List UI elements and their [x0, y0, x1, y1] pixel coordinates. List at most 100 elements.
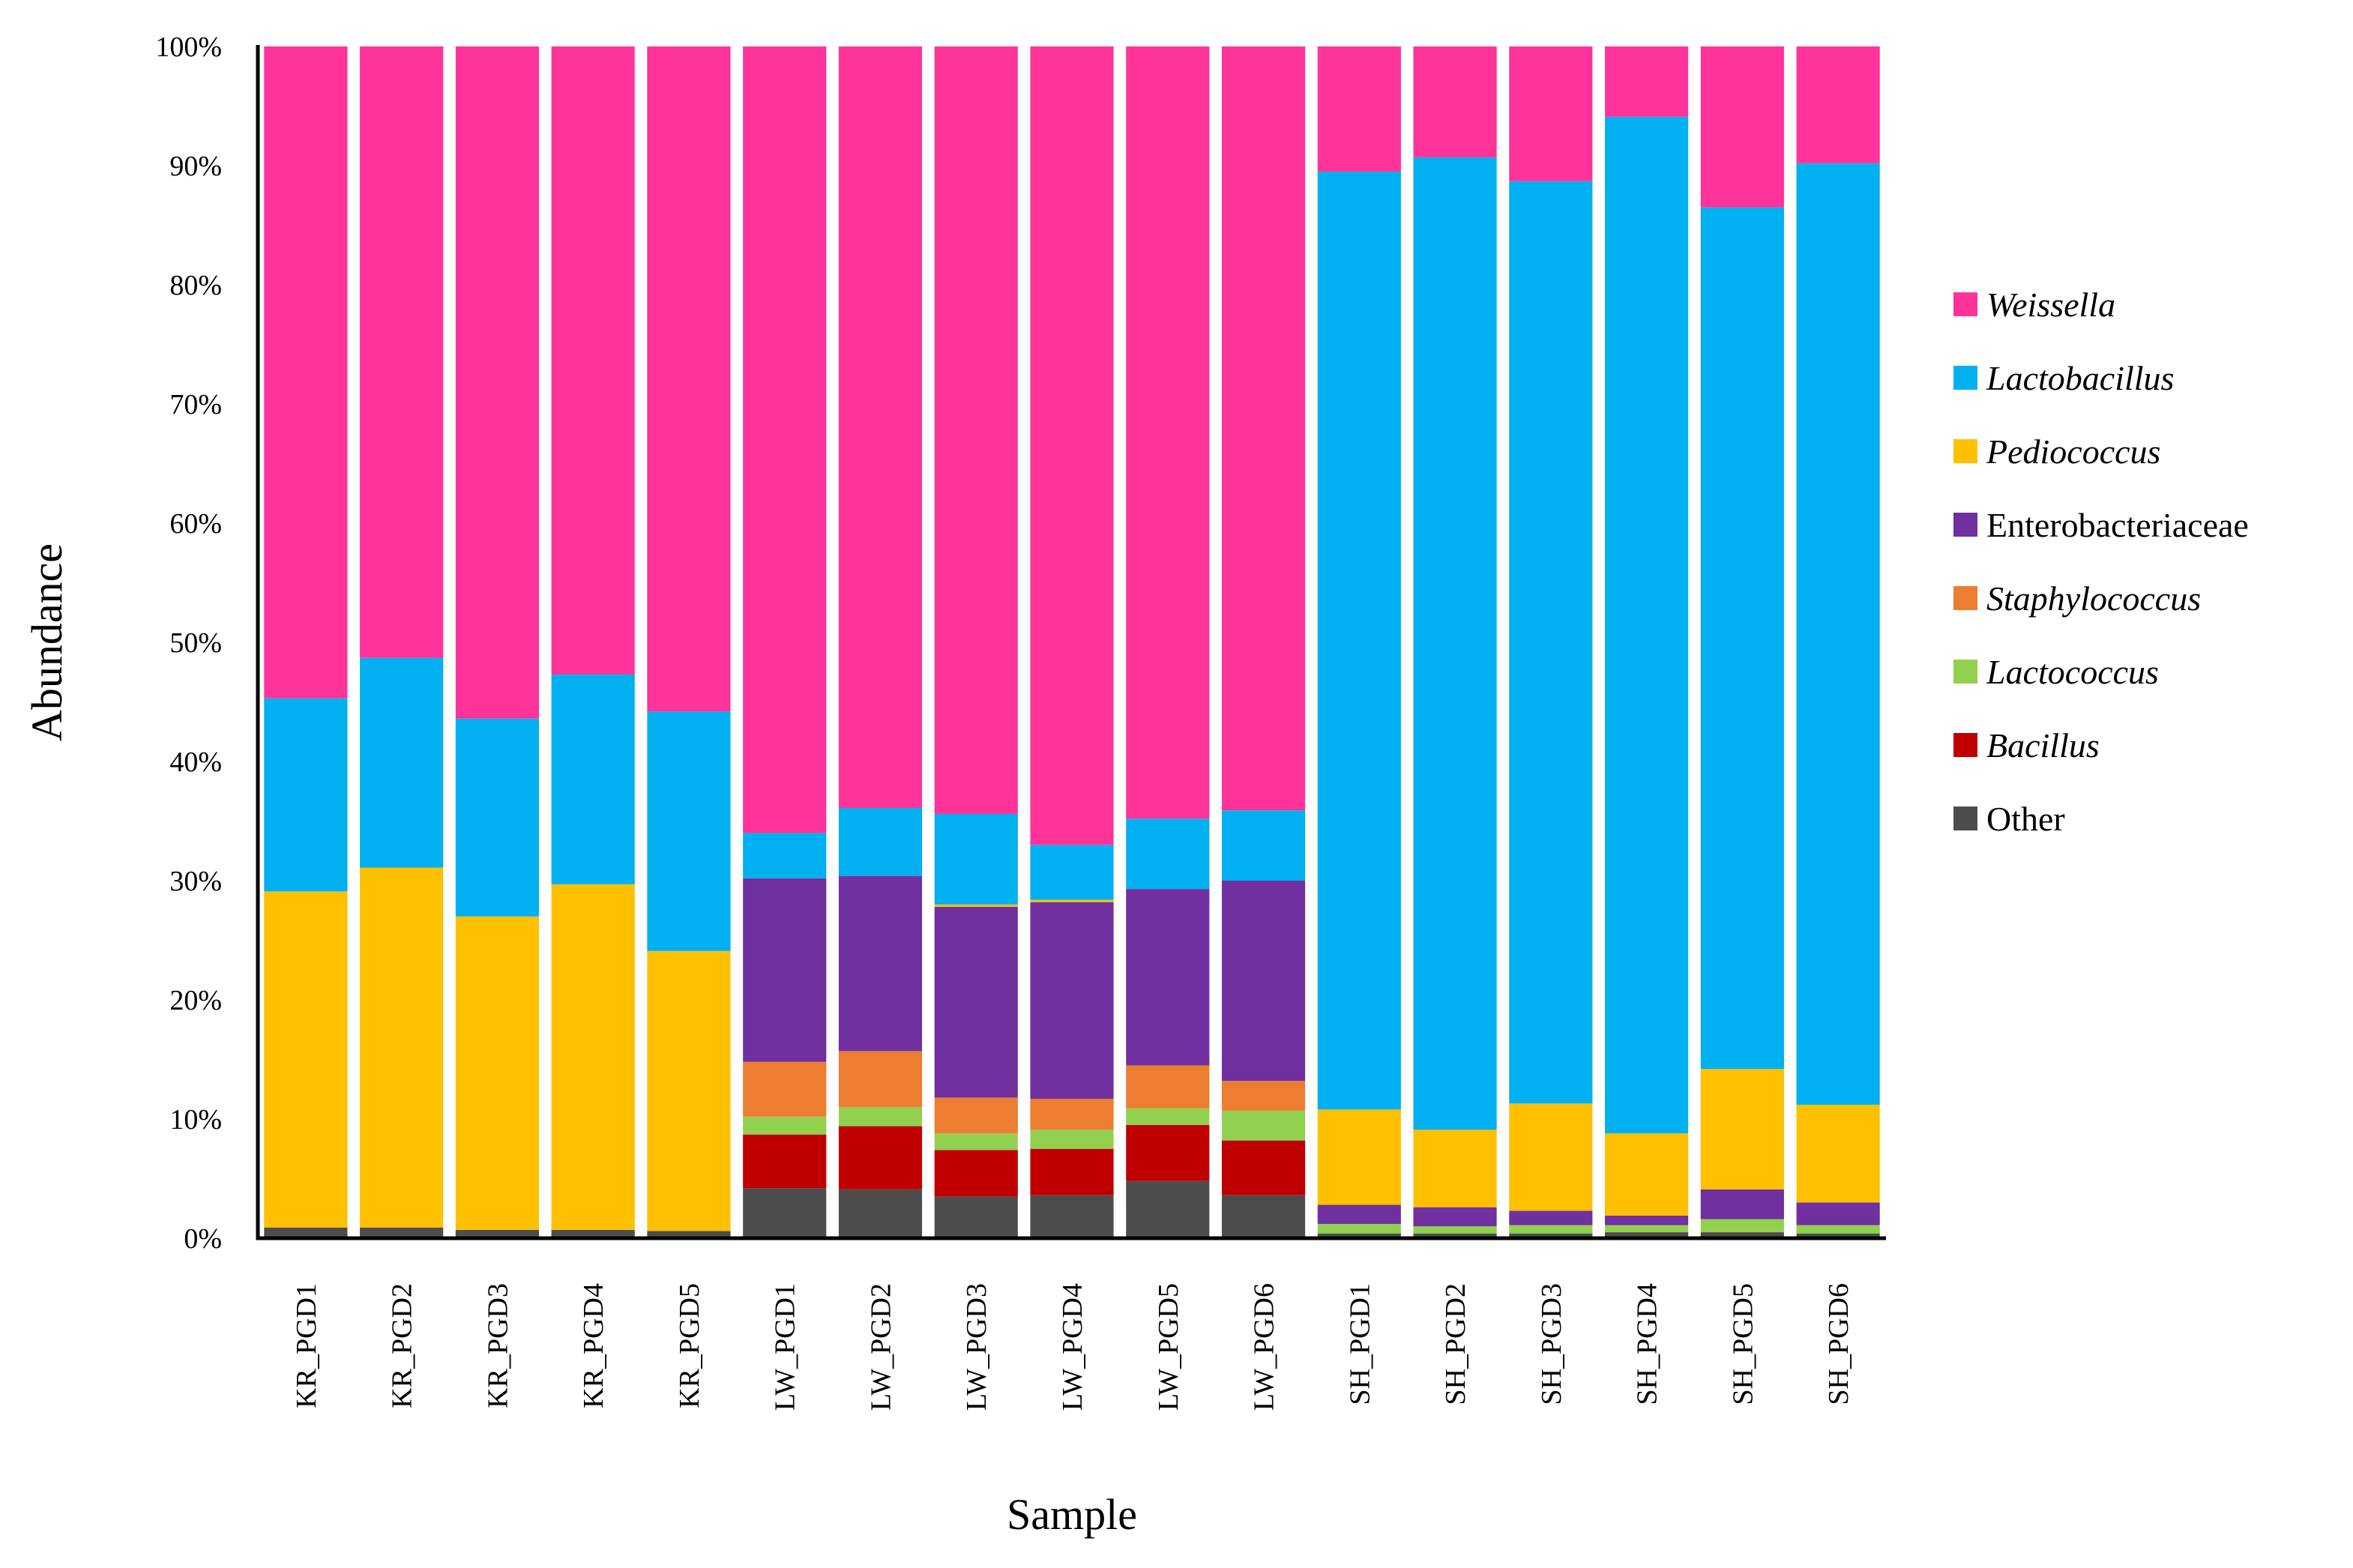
legend-label: Enterobacteriaceae: [1986, 506, 2249, 544]
bar-segment-enterobacteriaceae-sh_pgd4: [1605, 1215, 1689, 1225]
bar-segment-pediococcus-sh_pgd5: [1700, 1069, 1784, 1189]
bar-segment-pediococcus-lw_pgd3: [934, 904, 1018, 907]
x-tick-label: SH_PGD6: [1823, 1283, 1855, 1405]
bar-segment-weissella-lw_pgd1: [743, 46, 827, 833]
legend-label: Other: [1986, 800, 2065, 838]
bar-segment-weissella-lw_pgd4: [1030, 46, 1114, 845]
bar-segment-other-lw_pgd4: [1030, 1195, 1114, 1238]
bar-segment-pediococcus-kr_pgd2: [360, 867, 444, 1228]
bar-segment-weissella-kr_pgd3: [455, 46, 539, 719]
bar-segment-other-lw_pgd3: [934, 1196, 1018, 1238]
bar-segment-other-sh_pgd1: [1317, 1233, 1401, 1238]
bar-segment-weissella-sh_pgd3: [1509, 46, 1593, 181]
bar-segment-lactobacillus-lw_pgd1: [743, 833, 827, 878]
bar-segment-lactobacillus-sh_pgd1: [1317, 171, 1401, 1110]
bar-segment-lactobacillus-lw_pgd3: [934, 813, 1018, 905]
bar-segment-weissella-kr_pgd5: [647, 46, 731, 712]
bar-segment-staphylococcus-lw_pgd4: [1030, 1098, 1114, 1130]
y-axis-title: Abundance: [22, 543, 71, 741]
x-tick-label: KR_PGD1: [291, 1283, 322, 1408]
bar-stack-LW_PGD1: [743, 46, 827, 1238]
x-tick-label: KR_PGD3: [482, 1283, 513, 1408]
bar-segment-pediococcus-sh_pgd2: [1413, 1130, 1497, 1207]
bar-segment-weissella-sh_pgd4: [1605, 46, 1689, 117]
bar-segment-pediococcus-sh_pgd4: [1605, 1133, 1689, 1216]
bar-segment-bacillus-lw_pgd2: [838, 1126, 923, 1189]
bar-stack-SH_PGD6: [1796, 46, 1880, 1238]
bar-segment-lactobacillus-sh_pgd6: [1796, 163, 1880, 1105]
legend-item-lactococcus: Lactococcus: [1953, 653, 2159, 691]
x-tick-label: SH_PGD2: [1440, 1283, 1471, 1405]
bar-stack-KR_PGD3: [455, 46, 539, 1238]
bar-segment-lactobacillus-sh_pgd5: [1700, 207, 1784, 1070]
legend-item-weissella: Weissella: [1953, 286, 2115, 324]
legend-swatch: [1953, 513, 1977, 537]
bar-segment-other-sh_pgd2: [1413, 1233, 1497, 1238]
bar-segment-enterobacteriaceae-lw_pgd1: [743, 878, 827, 1062]
y-tick-label: 70%: [169, 389, 222, 420]
y-tick-labels: 0% 10% 20% 30% 40% 50% 60% 70% 80% 90% 100%: [155, 31, 222, 1255]
bar-segment-enterobacteriaceae-lw_pgd3: [934, 906, 1018, 1098]
bar-segment-bacillus-lw_pgd5: [1126, 1124, 1210, 1181]
bar-segment-other-kr_pgd5: [647, 1231, 731, 1238]
legend-label: Bacillus: [1986, 726, 2100, 765]
bar-segment-weissella-sh_pgd6: [1796, 46, 1880, 163]
bar-stack-LW_PGD4: [1030, 46, 1114, 1238]
bar-segment-weissella-lw_pgd6: [1221, 46, 1306, 811]
x-tick-label: LW_PGD4: [1057, 1283, 1088, 1411]
bar-segment-other-kr_pgd2: [360, 1227, 444, 1238]
bar-stack-SH_PGD2: [1413, 46, 1497, 1238]
bar-segment-lactobacillus-lw_pgd4: [1030, 845, 1114, 900]
bar-segment-lactobacillus-kr_pgd2: [360, 657, 444, 868]
bar-segment-enterobacteriaceae-lw_pgd5: [1126, 889, 1210, 1066]
x-tick-label: SH_PGD4: [1632, 1283, 1663, 1405]
bar-segment-lactobacillus-sh_pgd4: [1605, 116, 1689, 1134]
legend-swatch: [1953, 366, 1977, 390]
bar-segment-weissella-lw_pgd3: [934, 46, 1018, 814]
bar-stack-SH_PGD3: [1509, 46, 1593, 1238]
bar-segment-lactobacillus-sh_pgd2: [1413, 157, 1497, 1130]
bar-segment-weissella-kr_pgd1: [264, 46, 348, 699]
bar-segment-lactococcus-sh_pgd4: [1605, 1225, 1689, 1233]
bar-stack-LW_PGD6: [1221, 46, 1306, 1238]
bar-segment-other-kr_pgd4: [551, 1229, 635, 1238]
bar-segment-lactococcus-sh_pgd5: [1700, 1219, 1784, 1233]
bar-segment-lactobacillus-kr_pgd3: [455, 718, 539, 917]
legend-label: Weissella: [1986, 286, 2115, 324]
x-tick-label: SH_PGD1: [1344, 1283, 1376, 1405]
bar-segment-lactobacillus-sh_pgd3: [1509, 181, 1593, 1104]
bar-segment-pediococcus-kr_pgd1: [264, 891, 348, 1228]
axes-layer: [256, 45, 1886, 1240]
x-tick-label: KR_PGD2: [387, 1283, 418, 1408]
bar-stack-SH_PGD4: [1605, 46, 1689, 1238]
y-tick-label: 10%: [169, 1104, 222, 1136]
bar-segment-bacillus-lw_pgd6: [1221, 1140, 1306, 1195]
bar-segment-pediococcus-sh_pgd6: [1796, 1104, 1880, 1203]
y-tick-label: 90%: [169, 151, 222, 182]
bar-segment-other-sh_pgd5: [1700, 1232, 1784, 1238]
bar-segment-enterobacteriaceae-lw_pgd6: [1221, 881, 1306, 1082]
legend-swatch: [1953, 806, 1977, 830]
bar-segment-other-lw_pgd2: [838, 1189, 923, 1238]
bar-stack-KR_PGD5: [647, 46, 731, 1238]
legend-swatch: [1953, 439, 1977, 463]
bar-segment-other-kr_pgd3: [455, 1229, 539, 1238]
bar-stack-SH_PGD1: [1317, 46, 1401, 1238]
bar-segment-staphylococcus-lw_pgd3: [934, 1097, 1018, 1134]
bar-stack-KR_PGD4: [551, 46, 635, 1238]
bar-stack-SH_PGD5: [1700, 46, 1784, 1238]
bar-stack-LW_PGD5: [1126, 46, 1210, 1238]
bar-segment-lactobacillus-kr_pgd4: [551, 674, 635, 884]
legend-swatch: [1953, 733, 1977, 757]
bar-segment-staphylococcus-lw_pgd2: [838, 1051, 923, 1108]
legend-swatch: [1953, 660, 1977, 684]
bar-segment-weissella-sh_pgd1: [1317, 46, 1401, 172]
bar-segment-other-sh_pgd6: [1796, 1233, 1880, 1238]
bar-stack-LW_PGD3: [934, 46, 1018, 1238]
legend-label: Lactobacillus: [1986, 359, 2174, 397]
bar-segment-other-sh_pgd3: [1509, 1233, 1593, 1238]
bar-segment-weissella-sh_pgd5: [1700, 46, 1784, 208]
bar-segment-enterobacteriaceae-sh_pgd3: [1509, 1210, 1593, 1225]
bar-segment-other-lw_pgd1: [743, 1188, 827, 1238]
